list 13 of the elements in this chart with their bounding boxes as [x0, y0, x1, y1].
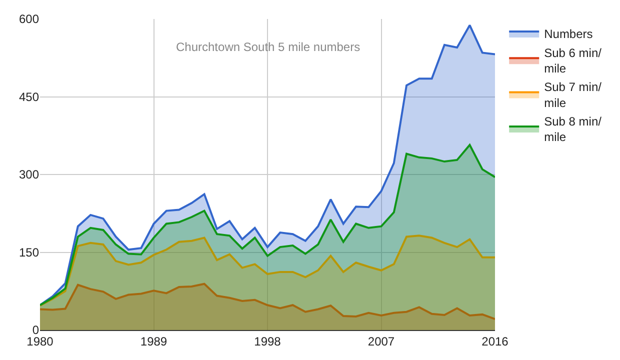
x-tick-label: 1998	[254, 334, 282, 348]
legend-label: Sub 6 min/mile	[544, 46, 602, 76]
x-tick-label: 1989	[140, 334, 168, 348]
y-tick-label: 600	[18, 12, 40, 26]
x-tick-label: 2007	[368, 334, 395, 348]
annotation: Churchtown South 5 mile numbers	[176, 40, 360, 54]
x-tick-label: 2016	[482, 334, 509, 348]
y-tick-label: 300	[18, 168, 40, 182]
legend-label: Sub 7 min/mile	[544, 80, 602, 110]
legend-label: Sub 8 min/mile	[544, 114, 602, 144]
y-tick-label: 450	[18, 90, 40, 104]
legend-label: Numbers	[544, 27, 593, 42]
y-tick-label: 150	[18, 245, 40, 260]
